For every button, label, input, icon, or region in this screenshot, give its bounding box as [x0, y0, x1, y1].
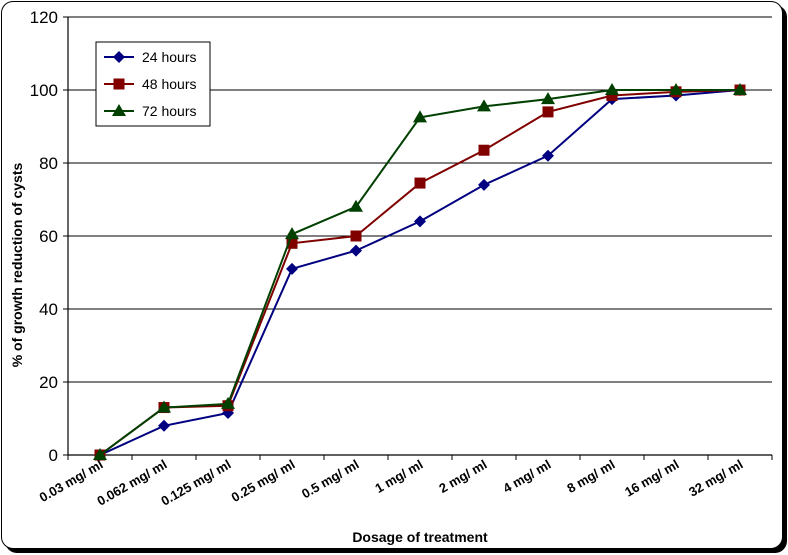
y-tick-labels: 0 20 40 60 80 100 120: [30, 8, 58, 465]
series-line: [99, 89, 740, 456]
series-72-hours: [93, 83, 747, 460]
data-point: [93, 448, 107, 460]
x-tick-labels: 0.03 mg/ ml0.062 mg/ ml0.125 mg/ ml0.25 …: [37, 457, 746, 509]
x-tick-label: 16 mg/ ml: [622, 457, 681, 500]
legend-item: 72 hours: [104, 103, 196, 119]
data-point: [285, 227, 299, 240]
data-point: [414, 215, 426, 228]
data-point: [478, 178, 490, 191]
y-axis-label: % of growth reduction of cysts: [9, 163, 25, 368]
data-point: [478, 144, 490, 156]
series-24-hours: [94, 84, 746, 461]
x-tick-label: 32 mg/ ml: [686, 457, 745, 500]
y-tick-label: 120: [30, 8, 58, 27]
data-point: [350, 230, 362, 242]
data-point: [605, 83, 619, 95]
data-point: [286, 262, 298, 275]
data-point: [350, 244, 362, 257]
x-tick-label: 0.125 mg/ ml: [158, 457, 233, 509]
data-point: [413, 110, 427, 123]
data-point: [733, 83, 747, 95]
data-point: [221, 396, 235, 409]
data-point: [286, 237, 298, 249]
axes: [63, 16, 773, 460]
legend-label: 24 hours: [142, 49, 196, 65]
x-tick-label: 0.062 mg/ ml: [94, 457, 169, 509]
series-group: [93, 83, 747, 461]
series-line: [99, 89, 741, 456]
data-point: [606, 89, 618, 101]
data-point: [542, 149, 554, 162]
data-point: [414, 177, 426, 189]
series-48-hours: [94, 84, 746, 461]
y-tick-label: 20: [39, 373, 58, 392]
x-tick-label: 0.25 mg/ ml: [229, 457, 298, 505]
x-tick-label: 4 mg/ ml: [500, 457, 553, 496]
series-line: [99, 89, 741, 456]
y-tick-label: 60: [39, 227, 58, 246]
legend-label: 48 hours: [142, 76, 196, 92]
legend-marker: [112, 104, 126, 116]
y-tick-label: 80: [39, 154, 58, 173]
x-tick-label: 8 mg/ ml: [564, 457, 617, 496]
data-point: [349, 199, 363, 212]
legend-label: 72 hours: [142, 103, 196, 119]
x-tick-label: 0.5 mg/ ml: [299, 457, 362, 502]
y-tick-label: 0: [49, 446, 58, 465]
x-axis-label: Dosage of treatment: [352, 529, 488, 545]
legend: 24 hours 48 hours 72 hours: [95, 41, 211, 127]
data-point: [669, 83, 683, 95]
y-tick-label: 40: [39, 300, 58, 319]
legend-item: 48 hours: [104, 76, 196, 92]
data-point: [541, 92, 555, 105]
legend-marker: [113, 51, 125, 63]
legend-marker: [113, 78, 125, 90]
x-tick-label: 1 mg/ ml: [372, 457, 425, 496]
x-tick-label: 2 mg/ ml: [436, 457, 489, 496]
data-point: [157, 400, 171, 413]
data-point: [158, 419, 170, 432]
y-tick-label: 100: [30, 81, 58, 100]
legend-item: 24 hours: [104, 49, 196, 65]
data-point: [477, 99, 491, 112]
data-point: [542, 106, 554, 118]
